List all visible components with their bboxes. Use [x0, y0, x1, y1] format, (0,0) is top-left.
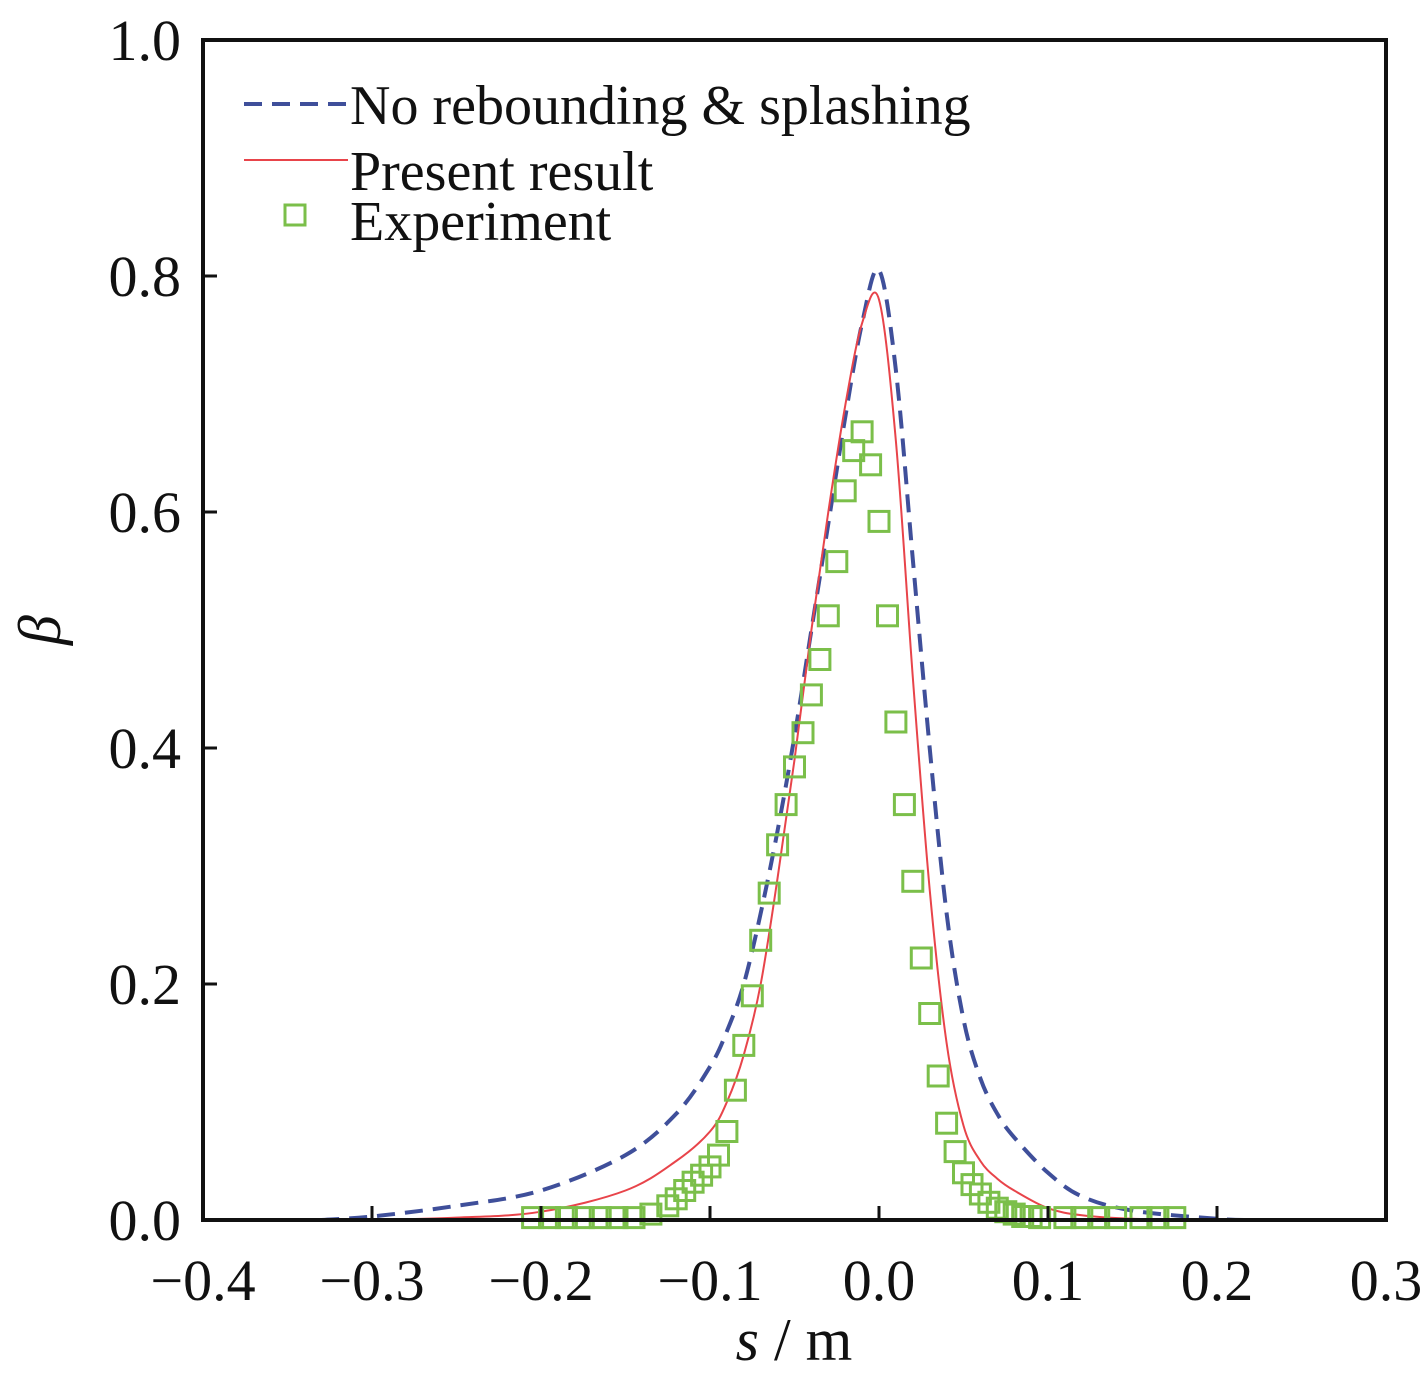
experiment-point — [909, 946, 933, 970]
plot-frame — [201, 38, 1388, 1222]
experiment-point — [766, 833, 790, 857]
experiment-point — [715, 1120, 739, 1143]
experiment-point — [935, 1111, 959, 1135]
experiment-point — [656, 1194, 680, 1218]
legend-label-present-result: Present result — [350, 141, 654, 203]
experiment-point — [783, 755, 806, 779]
experiment-point — [884, 710, 908, 734]
experiment-point — [799, 683, 823, 707]
experiment-point — [605, 1206, 629, 1230]
legend-label-no-rebounding: No rebounding & splashing — [350, 75, 971, 137]
experiment-point — [1146, 1206, 1170, 1230]
experiment-point — [850, 420, 874, 444]
x-tick-label: 0.1 — [1012, 1248, 1085, 1313]
experiment-point — [1028, 1206, 1052, 1230]
experiment-point — [521, 1206, 545, 1230]
experiment-point — [571, 1206, 595, 1230]
experiment-point — [588, 1206, 612, 1230]
y-tick-label: 0.2 — [109, 952, 182, 1017]
experiment-point — [791, 721, 815, 745]
y-tick-label: 0.8 — [109, 244, 182, 309]
experiment-point — [740, 984, 764, 1008]
experiment-point — [774, 793, 798, 817]
experiment-point — [1053, 1206, 1077, 1230]
legend-label-experiment: Experiment — [350, 191, 612, 253]
x-tick-label: 0.0 — [843, 1248, 916, 1313]
experiment-point — [1087, 1206, 1111, 1230]
x-axis-title: s / m — [736, 1307, 853, 1373]
experiment-point — [723, 1078, 747, 1102]
x-axis: −0.4 −0.3 −0.2 −0.1 0.0 0.1 0.2 0.3 — [150, 1206, 1422, 1313]
y-tick-label: 0.0 — [109, 1188, 182, 1253]
experiment-point — [833, 479, 857, 503]
experiment-point — [707, 1143, 730, 1167]
x-axis-unit: / m — [759, 1307, 852, 1373]
experiment-markers — [521, 420, 1187, 1230]
experiment-point — [732, 1033, 756, 1057]
experiment-point — [1163, 1206, 1187, 1230]
experiment-point — [918, 1002, 942, 1025]
experiment-point — [749, 928, 773, 952]
experiment-point — [808, 648, 832, 671]
y-tick-label: 0.6 — [109, 480, 182, 545]
experiment-point — [1070, 1206, 1094, 1230]
experiment-point — [867, 509, 891, 533]
y-tick-label: 0.4 — [109, 716, 182, 781]
experiment-point — [859, 453, 883, 477]
x-tick-label: −0.3 — [319, 1248, 424, 1313]
experiment-point — [825, 550, 849, 574]
experiment-point — [673, 1179, 697, 1202]
y-tick-label: 1.0 — [109, 8, 182, 73]
x-axis-variable: s — [736, 1307, 759, 1373]
experiment-point — [876, 604, 899, 628]
experiment-point — [1129, 1206, 1153, 1230]
x-tick-label: −0.2 — [488, 1248, 593, 1313]
legend-swatch-square — [283, 203, 307, 227]
experiment-point — [892, 793, 916, 817]
experiment-point — [639, 1202, 663, 1226]
x-tick-label: −0.1 — [657, 1248, 762, 1313]
y-axis: 0.0 0.2 0.4 0.6 0.8 1.0 — [109, 8, 217, 1253]
experiment-point — [757, 881, 781, 905]
experiment-point — [1104, 1206, 1128, 1230]
x-tick-label: 0.2 — [1181, 1248, 1254, 1313]
experiment-point — [622, 1206, 646, 1230]
x-tick-label: 0.3 — [1350, 1248, 1423, 1313]
experiment-point — [554, 1206, 578, 1230]
legend: No rebounding & splashing Present result… — [244, 75, 971, 253]
series-layer — [321, 267, 1251, 1230]
experiment-point — [690, 1163, 714, 1187]
x-tick-label: −0.4 — [150, 1248, 255, 1313]
experiment-point — [901, 869, 925, 893]
experiment-point — [926, 1064, 950, 1088]
y-axis-title: β — [7, 615, 73, 646]
present-result-line — [371, 291, 1218, 1221]
experiment-point — [816, 604, 840, 628]
